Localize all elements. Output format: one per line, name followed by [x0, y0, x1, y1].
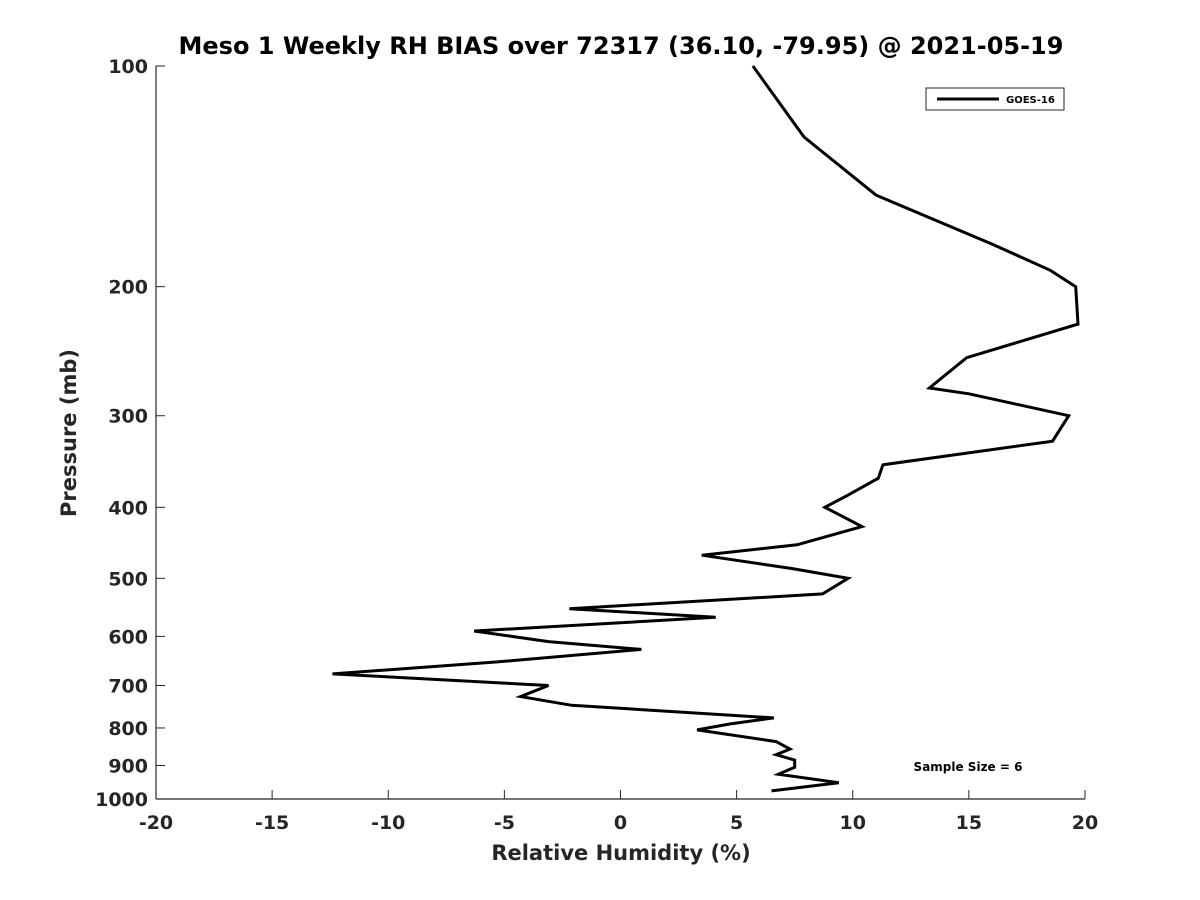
y-tick-label: 500 — [108, 568, 148, 590]
series-layer — [332, 65, 1080, 793]
y-axis-label: Pressure (mb) — [57, 349, 81, 517]
x-tick-label: -5 — [494, 812, 515, 834]
x-tick-label: 20 — [1072, 812, 1098, 834]
legend-entry-goes-16: GOES-16 — [1006, 95, 1055, 106]
x-axis-label: Relative Humidity (%) — [491, 841, 750, 865]
y-tick-label: 400 — [108, 497, 148, 519]
x-tick-label: -20 — [139, 812, 173, 834]
x-tick-label: -10 — [371, 812, 405, 834]
y-tick-label: 700 — [108, 675, 148, 697]
y-tick-label: 200 — [108, 277, 148, 299]
y-tick-label: 900 — [108, 755, 148, 777]
y-axis-ticks: 100 200 300 400 500 600 700 800 900 1000 — [95, 56, 165, 811]
sample-size-annotation: Sample Size = 6 — [914, 760, 1023, 774]
x-tick-label: 15 — [956, 812, 982, 834]
plot-background — [156, 66, 1085, 799]
y-tick-label: 1000 — [95, 789, 148, 811]
x-tick-label: 0 — [614, 812, 627, 834]
y-tick-label: 600 — [108, 626, 148, 648]
series-line-goes-16 — [332, 65, 1080, 793]
plot-area: -20 -15 -10 -5 0 5 10 15 20 100 200 300 400 500 600 70… — [95, 56, 1098, 834]
chart-title: Meso 1 Weekly RH BIAS over 72317 (36.10,… — [179, 32, 1064, 60]
y-tick-label: 300 — [108, 406, 148, 428]
x-tick-label: -15 — [255, 812, 289, 834]
legend: GOES-16 — [925, 87, 1065, 111]
y-tick-label: 800 — [108, 718, 148, 740]
x-axis-ticks: -20 -15 -10 -5 0 5 10 15 20 — [139, 790, 1098, 834]
x-tick-label: 10 — [840, 812, 866, 834]
y-tick-label: 100 — [108, 56, 148, 78]
x-tick-label: 5 — [730, 812, 743, 834]
